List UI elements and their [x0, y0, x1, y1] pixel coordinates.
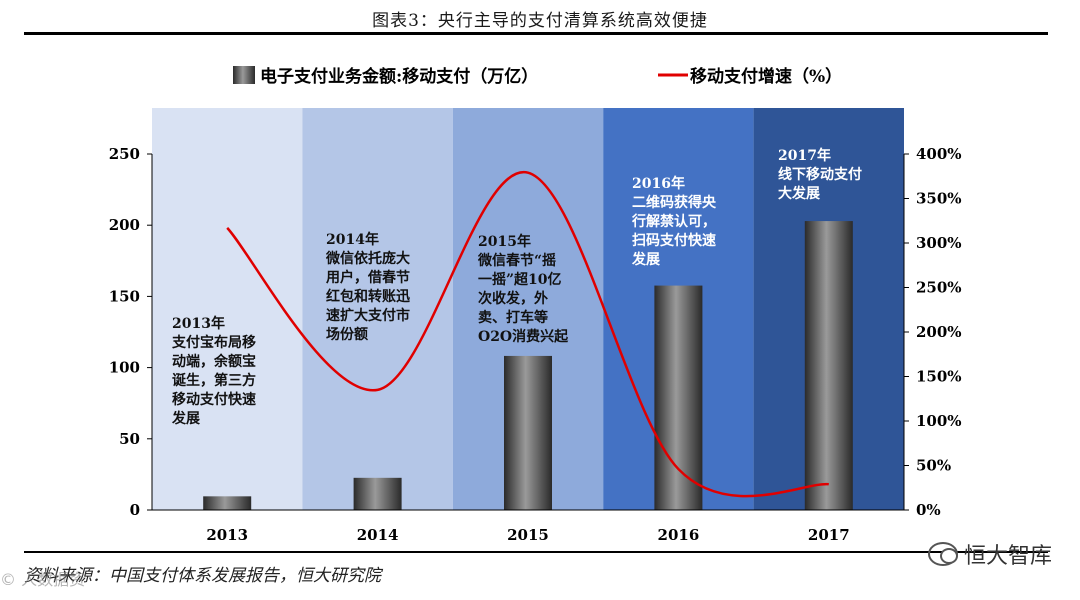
y-left-tick-label: 200 — [109, 216, 140, 234]
legend-bar-label: 电子支付业务金额:移动支付（万亿） — [260, 66, 538, 87]
annotation-line: O2O消费兴起 — [478, 328, 569, 345]
y-left-tick-label: 50 — [119, 430, 140, 448]
annotation-line: 微信依托庞大 — [325, 250, 410, 267]
y-right-tick-label: 400% — [916, 145, 962, 163]
year-band-2014 — [302, 108, 453, 510]
y-right-tick-label: 50% — [916, 457, 951, 475]
annotation-line: 2013年 — [172, 315, 225, 332]
y-right-tick-label: 0% — [916, 501, 941, 519]
bar-2015 — [504, 355, 552, 510]
annotation-line: 线下移动支付 — [778, 166, 862, 183]
y-right-tick-label: 100% — [916, 412, 962, 430]
bar-2017 — [804, 221, 853, 510]
chart-svg: 2013年支付宝布局移动端，余额宝诞生，第三方移动支付快速发展2014年微信依托… — [109, 66, 962, 544]
annotation-2015: 2015年微信春节“摇一摇”超10亿次收发，外卖、打车等 O2O消费兴起 — [477, 233, 569, 345]
x-tick-label-2014: 2014 — [357, 526, 399, 544]
annotation-line: 扫码支付快速 — [632, 232, 716, 249]
top-rule — [24, 32, 1048, 35]
watermark-left: © 人数据资 — [0, 570, 86, 589]
legend-bar-swatch — [233, 66, 255, 84]
bar-2013 — [203, 496, 252, 510]
x-tick-label-2016: 2016 — [658, 526, 700, 544]
chart-title: 图表3：央行主导的支付清算系统高效便捷 — [372, 11, 708, 31]
watermark-right-text: 恒大智库 — [963, 544, 1052, 569]
x-tick-label-2013: 2013 — [206, 526, 248, 544]
x-tick-label-2017: 2017 — [808, 526, 850, 544]
annotation-line: 微信春节“摇 — [477, 252, 556, 269]
bar-2016 — [654, 285, 703, 510]
annotation-2013: 2013年支付宝布局移动端，余额宝诞生，第三方移动支付快速发展 — [171, 315, 256, 427]
y-right-tick-label: 350% — [916, 190, 962, 208]
annotation-line: 卖、打车等 — [478, 309, 548, 326]
annotation-2016: 2016年二维码获得央行解禁认可， 扫码支付快速发展 — [631, 175, 717, 268]
y-left-tick-label: 0 — [130, 501, 140, 519]
annotation-line: 用户，借春节 — [326, 269, 410, 286]
y-right-tick-label: 300% — [916, 234, 962, 252]
bottom-rule — [24, 551, 1048, 553]
annotation-2014: 2014年微信依托庞大用户，借春节红包和转账迅速扩大支付市场份额 — [325, 231, 410, 343]
annotation-line: 2014年 — [326, 231, 379, 248]
annotation-line: 支付宝布局移 — [171, 334, 256, 351]
y-left-tick-label: 250 — [109, 145, 140, 163]
annotation-line: 发展 — [171, 410, 200, 427]
annotation-line: 诞生，第三方 — [172, 372, 256, 389]
annotation-line: 次收发，外 — [478, 290, 548, 307]
year-band-2013 — [152, 108, 303, 510]
watermark-right: 恒大智库 — [927, 538, 1052, 570]
y-left-tick-label: 150 — [109, 287, 140, 305]
annotation-line: 二维码获得央 — [632, 194, 717, 211]
annotation-line: 一摇”超10亿 — [478, 271, 562, 288]
annotation-line: 2016年 — [632, 175, 685, 192]
annotation-line: 发展 — [631, 251, 660, 268]
annotation-line: 行解禁认可， — [631, 213, 716, 230]
annotation-line: 场份额 — [326, 326, 368, 343]
annotation-line: 2017年 — [778, 147, 831, 164]
wechat-icon — [927, 542, 958, 566]
annotation-2017: 2017年线下移动支付大发展 — [778, 147, 862, 202]
annotation-line: 红包和转账迅 — [326, 288, 410, 305]
x-tick-label-2015: 2015 — [507, 526, 549, 544]
annotation-line: 大发展 — [778, 185, 820, 202]
annotation-line: 2015年 — [478, 233, 531, 250]
annotation-line: 动端，余额宝 — [172, 353, 256, 370]
legend-line-label: 移动支付增速（%） — [690, 66, 842, 87]
y-right-tick-label: 200% — [916, 323, 962, 341]
bar-2014 — [353, 477, 402, 510]
growth-line — [226, 171, 829, 498]
y-right-tick-label: 250% — [916, 279, 962, 297]
y-right-tick-label: 150% — [916, 368, 962, 386]
annotation-line: 移动支付快速 — [172, 391, 256, 408]
annotation-line: 速扩大支付市 — [326, 307, 410, 324]
y-left-tick-label: 100 — [109, 359, 140, 377]
source-note: 资料来源：中国支付体系发展报告，恒大研究院 — [24, 566, 381, 586]
